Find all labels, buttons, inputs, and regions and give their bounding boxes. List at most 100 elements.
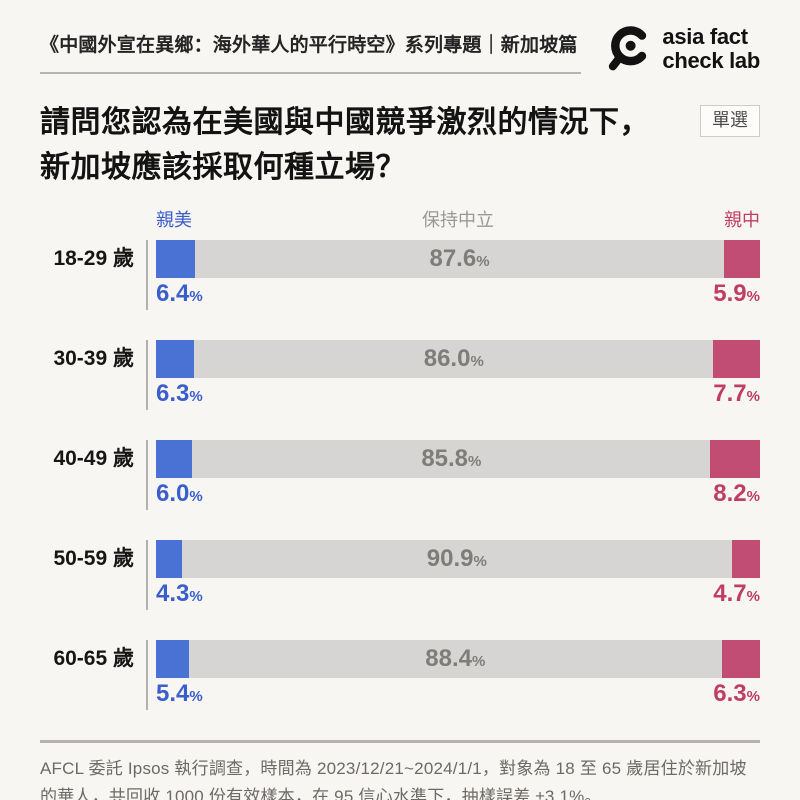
age-row: 50-59 歲 90.9% 4.3% 4.7%: [26, 540, 760, 610]
logo-wordmark: asia fact check lab: [662, 25, 760, 73]
legend-pro-us: 親美: [156, 210, 192, 230]
methodology-note: AFCL 委託 Ipsos 執行調查，時間為 2023/12/21~2024/1…: [40, 759, 747, 800]
value-label-neutral-unit: %: [473, 553, 487, 570]
value-label-pro-china-number: 8.2: [713, 480, 747, 507]
footer-divider: [40, 740, 760, 743]
bar-segment-pro-us: [156, 540, 182, 578]
chart-rows: 18-29 歲 87.6% 6.4% 5.9% 30-39 歲 86.0% 6.3% 7.7%…: [26, 240, 760, 710]
legend-spacer: [26, 206, 146, 240]
bar-segment-pro-us: [156, 240, 195, 278]
value-label-pro-china-number: 6.3: [713, 680, 747, 707]
value-label-pro-us: 4.3%: [156, 580, 203, 608]
row-body: 87.6% 6.4% 5.9%: [146, 240, 760, 310]
value-label-pro-china-unit: %: [746, 688, 760, 705]
value-label-pro-us: 5.4%: [156, 680, 203, 708]
below-bar-labels: 6.4% 5.9%: [156, 278, 760, 310]
value-label-pro-china: 8.2%: [713, 480, 760, 508]
age-row: 60-65 歲 88.4% 5.4% 6.3%: [26, 640, 760, 710]
value-label-neutral: 86.0%: [424, 345, 484, 373]
age-group-label: 18-29 歲: [53, 247, 134, 270]
row-body: 85.8% 6.0% 8.2%: [146, 440, 760, 510]
value-label-pro-us-number: 6.3: [156, 380, 190, 407]
bar-segment-pro-us: [156, 640, 189, 678]
value-label-neutral-unit: %: [468, 453, 482, 470]
value-label-pro-china-unit: %: [746, 588, 760, 605]
legend-pro-china: 親中: [724, 210, 760, 230]
value-label-neutral: 88.4%: [425, 645, 485, 673]
bar-segment-pro-china: [721, 640, 760, 678]
value-label-neutral-number: 87.6: [429, 245, 477, 272]
stacked-bar: 87.6%: [156, 240, 760, 278]
age-row: 18-29 歲 87.6% 6.4% 5.9%: [26, 240, 760, 310]
header-left: 《中國外宣在異鄉：海外華人的平行時空》系列專題｜新加坡篇: [40, 20, 603, 74]
row-body: 86.0% 6.3% 7.7%: [146, 340, 760, 410]
bar-segment-neutral: 87.6%: [194, 240, 725, 278]
bar-segment-pro-china: [724, 240, 760, 278]
age-row: 30-39 歲 86.0% 6.3% 7.7%: [26, 340, 760, 410]
question-line-2: 新加坡應該採取何種立場？: [40, 151, 406, 184]
bar-segment-neutral: 85.8%: [192, 440, 711, 478]
stacked-bar: 85.8%: [156, 440, 760, 478]
value-label-neutral-number: 85.8: [421, 445, 469, 472]
stacked-bar: 88.4%: [156, 640, 760, 678]
value-label-pro-us: 6.0%: [156, 480, 203, 508]
age-group-label: 50-59 歲: [53, 547, 134, 570]
value-label-pro-us-number: 6.4: [156, 280, 190, 307]
bar-segment-pro-us: [156, 440, 193, 478]
value-label-pro-us: 6.4%: [156, 280, 203, 308]
value-label-neutral-number: 88.4: [425, 645, 472, 672]
stacked-bar: 90.9%: [156, 540, 760, 578]
below-bar-labels: 6.0% 8.2%: [156, 478, 760, 510]
value-label-pro-us-number: 5.4: [156, 680, 190, 707]
value-label-pro-us-unit: %: [189, 488, 203, 505]
value-label-pro-us-unit: %: [189, 388, 203, 405]
logo-text-line1: asia fact: [662, 24, 748, 50]
value-label-pro-us-unit: %: [189, 588, 203, 605]
value-label-pro-china: 6.3%: [713, 680, 760, 708]
value-label-pro-china-unit: %: [746, 288, 760, 305]
value-label-pro-china-number: 4.7: [713, 580, 747, 607]
age-group-label: 30-39 歲: [53, 347, 134, 370]
logo-text-line2: check lab: [662, 48, 760, 73]
legend-neutral: 保持中立: [422, 210, 494, 230]
value-label-pro-us-unit: %: [189, 688, 203, 705]
value-label-pro-china-number: 5.9: [713, 280, 747, 307]
value-label-pro-us-number: 6.0: [156, 480, 190, 507]
value-label-pro-china: 7.7%: [713, 380, 760, 408]
bar-segment-neutral: 86.0%: [194, 340, 714, 378]
single-choice-badge: 單選: [700, 105, 760, 137]
value-label-neutral: 85.8%: [421, 445, 481, 473]
row-body: 90.9% 4.3% 4.7%: [146, 540, 760, 610]
stacked-bar: 86.0%: [156, 340, 760, 378]
value-label-pro-china-unit: %: [746, 488, 760, 505]
value-label-pro-us-number: 4.3: [156, 580, 190, 607]
bar-segment-neutral: 88.4%: [188, 640, 722, 678]
bar-segment-pro-china: [731, 540, 760, 578]
legend-body: 親美 保持中立 親中: [146, 206, 760, 240]
value-label-neutral-number: 90.9: [426, 545, 474, 572]
value-label-neutral-unit: %: [476, 253, 490, 270]
value-label-pro-china-number: 7.7: [713, 380, 747, 407]
bar-segment-pro-us: [156, 340, 195, 378]
age-row: 40-49 歲 85.8% 6.0% 8.2%: [26, 440, 760, 510]
value-label-neutral: 90.9%: [427, 545, 487, 573]
bar-segment-pro-china: [710, 440, 760, 478]
value-label-neutral-number: 86.0: [423, 345, 471, 372]
bar-segment-pro-china: [713, 340, 760, 378]
value-label-neutral: 87.6%: [429, 245, 489, 273]
value-label-pro-china: 5.9%: [713, 280, 760, 308]
legend: 親美 保持中立 親中: [26, 206, 760, 240]
value-label-neutral-unit: %: [470, 353, 484, 370]
row-body: 88.4% 5.4% 6.3%: [146, 640, 760, 710]
value-label-pro-china-unit: %: [746, 388, 760, 405]
value-label-pro-us-unit: %: [189, 288, 203, 305]
magnifier-icon: [609, 26, 647, 71]
question-section: 請問您認為在美國與中國競爭激烈的情況下， 新加坡應該採取何種立場？ 單選: [40, 100, 760, 190]
question-text: 請問您認為在美國與中國競爭激烈的情況下， 新加坡應該採取何種立場？: [40, 100, 650, 190]
below-bar-labels: 6.3% 7.7%: [156, 378, 760, 410]
afcl-logo: asia fact check lab: [603, 20, 760, 78]
stacked-bar-chart: 親美 保持中立 親中 18-29 歲 87.6% 6.4% 5.9% 30-39 歲 86…: [26, 206, 760, 710]
header-divider: [40, 72, 582, 74]
age-group-label: 40-49 歲: [53, 447, 134, 470]
